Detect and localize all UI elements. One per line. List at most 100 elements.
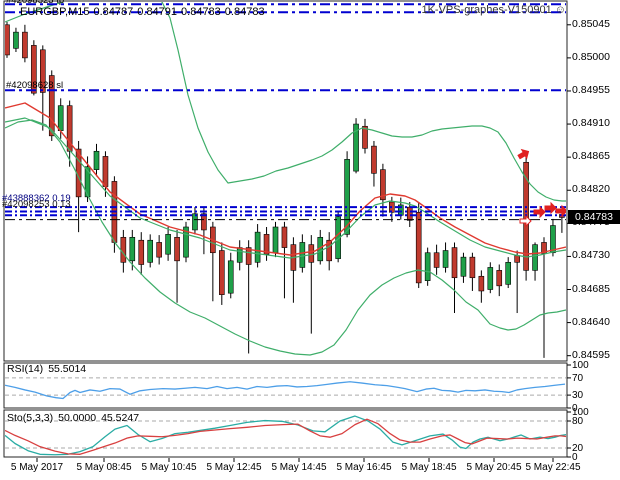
candle-bear bbox=[120, 236, 127, 263]
sell-arrow-icon bbox=[517, 148, 530, 160]
candle-bear bbox=[219, 250, 225, 295]
price-axis-tick: 0.84955 bbox=[572, 83, 610, 96]
candle-bear bbox=[245, 247, 252, 265]
candle-bull bbox=[442, 250, 449, 268]
sto-d-line bbox=[5, 418, 566, 455]
sell-arrow-icon bbox=[533, 205, 546, 219]
bollinger-upper-line bbox=[5, 2, 566, 202]
candle-bear bbox=[308, 244, 315, 263]
rsi-line bbox=[5, 381, 566, 400]
order-label-tp[interactable]: #42098525 tp bbox=[6, 0, 65, 6]
red-ma-line bbox=[5, 102, 566, 256]
price-axis-tick: 0.84685 bbox=[572, 282, 610, 295]
time-axis-label: 5 May 08:45 bbox=[76, 462, 132, 473]
sto-axis-tick: 80 bbox=[572, 416, 584, 427]
candle-bull bbox=[183, 226, 189, 258]
watermark: 1K-VPS-graphes-V150901 ☺ bbox=[421, 4, 566, 16]
time-axis-label: 5 May 14:45 bbox=[271, 462, 327, 473]
candle-bear bbox=[201, 213, 207, 231]
candle-bear bbox=[39, 49, 46, 93]
chart-title: EURGBP,M15 0.84787 0.84791 0.84783 0.84783 bbox=[20, 6, 269, 18]
current-price-tag: 0.84783 bbox=[568, 210, 620, 224]
time-axis-label: 5 May 2017 bbox=[10, 462, 64, 473]
bollinger-lower-line bbox=[5, 119, 566, 356]
symbol-period: EURGBP,M15 bbox=[20, 6, 90, 18]
price-axis-tick: 0.84640 bbox=[572, 315, 610, 328]
candle-bear bbox=[380, 169, 386, 201]
candle-bear bbox=[156, 242, 162, 258]
sto-indicator-label: Sto(5,3,3) 50.0000 45.5247 bbox=[7, 412, 140, 424]
candle-bear bbox=[22, 31, 28, 59]
price-axis-tick: 0.84865 bbox=[572, 150, 610, 163]
order-label-cluster-1[interactable]: #43888362 0.19 bbox=[2, 193, 71, 204]
price-axis-tick: 0.85045 bbox=[572, 17, 610, 30]
rsi-value: 55.5014 bbox=[48, 363, 87, 375]
candle-bull bbox=[272, 226, 279, 254]
candle-bull bbox=[487, 267, 494, 290]
candle-bull bbox=[532, 244, 538, 271]
price-axis-tick: 0.85000 bbox=[572, 50, 610, 63]
candle-bear bbox=[138, 239, 145, 265]
rsi-axis-tick: 0 bbox=[572, 403, 578, 414]
candle-bear bbox=[362, 125, 368, 149]
smiley-icon: ☺ bbox=[554, 4, 566, 16]
candle-bull bbox=[13, 31, 19, 49]
candle-bull bbox=[344, 159, 350, 235]
rsi-panel[interactable] bbox=[5, 381, 566, 400]
time-axis-label: 5 May 20:45 bbox=[466, 462, 522, 473]
sto-axis-tick: 100 bbox=[572, 407, 589, 418]
candle-bull bbox=[460, 256, 467, 277]
sto-axis-tick: 20 bbox=[572, 443, 584, 454]
candle-bear bbox=[66, 105, 73, 152]
rsi-axis-tick: 30 bbox=[572, 390, 584, 402]
candle-bear bbox=[433, 252, 440, 268]
order-label-cluster-2[interactable]: #42098253 0.13 bbox=[2, 199, 71, 210]
price-axis-tick: 0.84595 bbox=[572, 348, 610, 361]
candle-bull bbox=[227, 260, 234, 294]
candle-bear bbox=[174, 236, 180, 262]
rsi-indicator-label: RSI(14) 55.5014 bbox=[7, 363, 87, 375]
candle-bear bbox=[281, 226, 288, 248]
candle-bull bbox=[93, 150, 100, 170]
sto-axis-tick: 0 bbox=[572, 452, 578, 463]
ohlc-close: 0.84783 bbox=[224, 6, 265, 18]
sto-panel[interactable] bbox=[5, 415, 567, 456]
sell-arrow-icon bbox=[544, 201, 557, 215]
price-axis-tick: 0.84820 bbox=[572, 183, 610, 196]
candle-bear bbox=[5, 24, 10, 56]
order-label-sl[interactable]: #42098628 sl bbox=[6, 80, 64, 91]
candle-bull bbox=[299, 242, 306, 268]
time-axis-label: 5 May 16:45 bbox=[336, 462, 392, 473]
rsi-axis-tick: 100 bbox=[572, 360, 589, 371]
candle-bear bbox=[451, 247, 458, 279]
sto-k-value: 50.0000 bbox=[58, 412, 97, 424]
candle-bull bbox=[129, 236, 136, 262]
candle-bull bbox=[550, 225, 556, 254]
time-axis-label: 5 May 12:45 bbox=[206, 462, 262, 473]
time-axis-label: 5 May 18:45 bbox=[401, 462, 457, 473]
price-axis-tick: 0.84730 bbox=[572, 249, 610, 262]
sell-arrow-icon bbox=[555, 204, 566, 218]
candle-bear bbox=[415, 211, 422, 284]
candle-bear bbox=[478, 275, 485, 292]
candle-bear bbox=[514, 255, 520, 263]
candle-bear bbox=[48, 75, 55, 137]
candle-bull bbox=[57, 105, 64, 131]
candle-bull bbox=[192, 213, 198, 231]
candle-bull bbox=[254, 231, 261, 263]
price-axis-tick: 0.84910 bbox=[572, 117, 610, 130]
rsi-axis-tick: 70 bbox=[572, 372, 584, 384]
ohlc-low: 0.84783 bbox=[181, 6, 221, 18]
candle-bull bbox=[147, 239, 153, 263]
candle-bull bbox=[353, 123, 359, 172]
main-chart[interactable] bbox=[5, 0, 568, 358]
ohlc-open: 0.84787 bbox=[93, 6, 134, 18]
time-axis-label: 5 May 10:45 bbox=[141, 462, 197, 473]
candle-bear bbox=[406, 206, 413, 221]
candle-bear bbox=[326, 239, 333, 262]
candle-bear bbox=[496, 270, 503, 287]
candle-bear bbox=[31, 45, 37, 94]
time-axis-label: 5 May 22:45 bbox=[525, 462, 581, 473]
